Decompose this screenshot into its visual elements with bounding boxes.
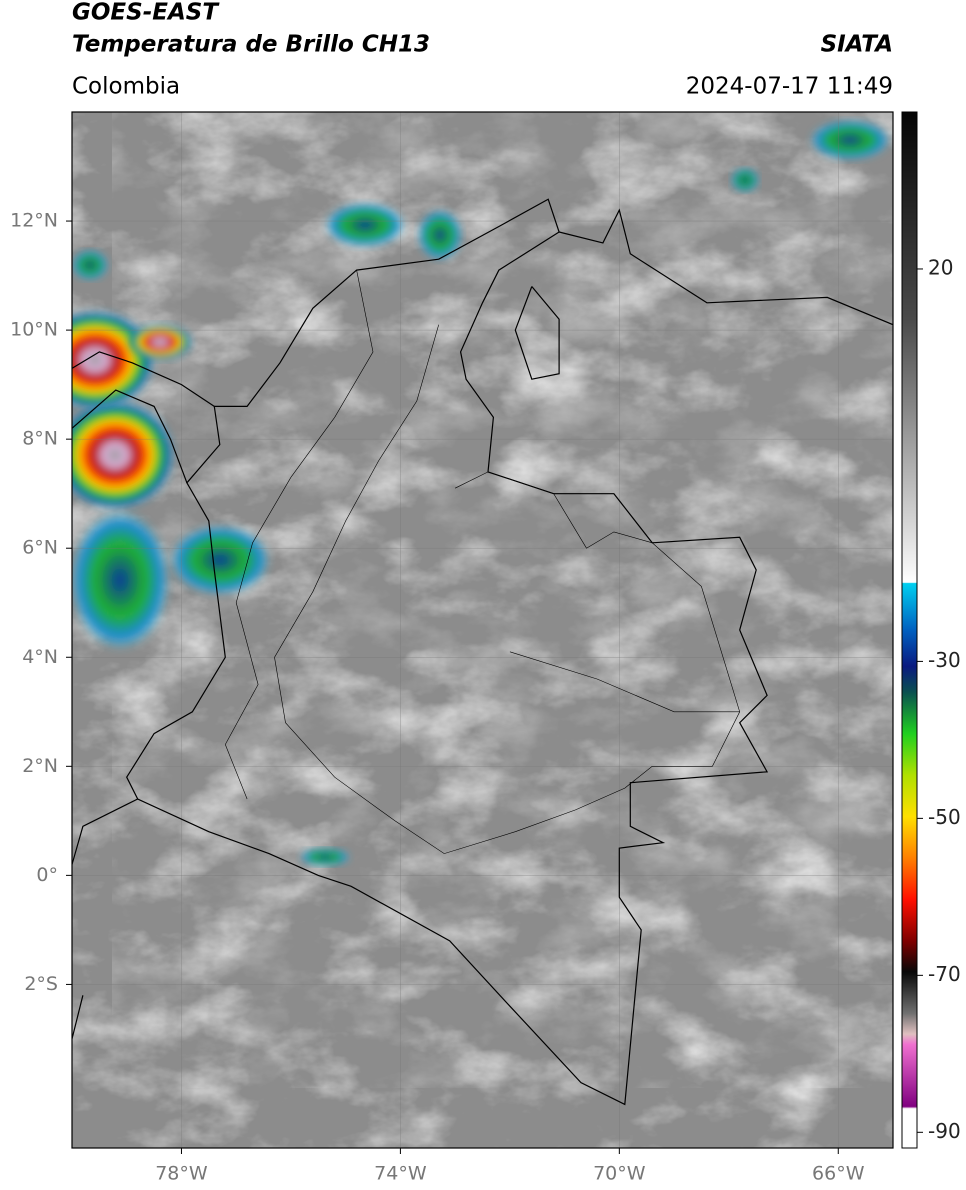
- source: SIATA: [821, 32, 893, 58]
- y-tick-label: 6°N: [22, 537, 58, 559]
- y-tick-label: 4°N: [22, 646, 58, 668]
- department-border: [224, 270, 374, 800]
- region: Colombia: [72, 74, 180, 100]
- map-frame: [71, 111, 894, 1149]
- subtitle: Temperatura de Brillo CH13: [72, 32, 430, 58]
- y-tick-label: 0°: [36, 864, 58, 886]
- colorbar-tick-label: 20: [928, 255, 953, 279]
- coastline: [72, 798, 138, 865]
- colorbar-tick-label: -70: [928, 962, 961, 986]
- x-tick-label: 78°W: [155, 1163, 208, 1185]
- title: GOES-EAST: [72, 0, 220, 26]
- y-tick-label: 2°N: [22, 755, 58, 777]
- y-tick-label: 12°N: [10, 210, 58, 232]
- satellite-image: [72, 112, 893, 1148]
- country-border: [126, 198, 769, 1106]
- colorbar-tick-label: -30: [928, 648, 961, 672]
- colorbar-tick-label: -50: [928, 805, 961, 829]
- x-tick-label: 70°W: [593, 1163, 646, 1185]
- y-tick-label: 10°N: [10, 319, 58, 341]
- y-tick-label: 8°N: [22, 428, 58, 450]
- department-border: [509, 651, 740, 713]
- coastline: [558, 208, 893, 326]
- y-tick-label: 2°S: [24, 973, 58, 995]
- lake-maracaibo: [514, 286, 560, 380]
- colorbar: [901, 111, 918, 1149]
- datetime: 2024-07-17 11:49: [686, 74, 893, 100]
- department-border: [274, 324, 741, 854]
- colorbar-tick-label: -90: [928, 1119, 961, 1143]
- coastline: [72, 389, 188, 484]
- coastline: [72, 351, 215, 407]
- x-tick-label: 74°W: [374, 1163, 427, 1185]
- x-tick-label: 66°W: [812, 1163, 865, 1185]
- coastline: [72, 995, 84, 1040]
